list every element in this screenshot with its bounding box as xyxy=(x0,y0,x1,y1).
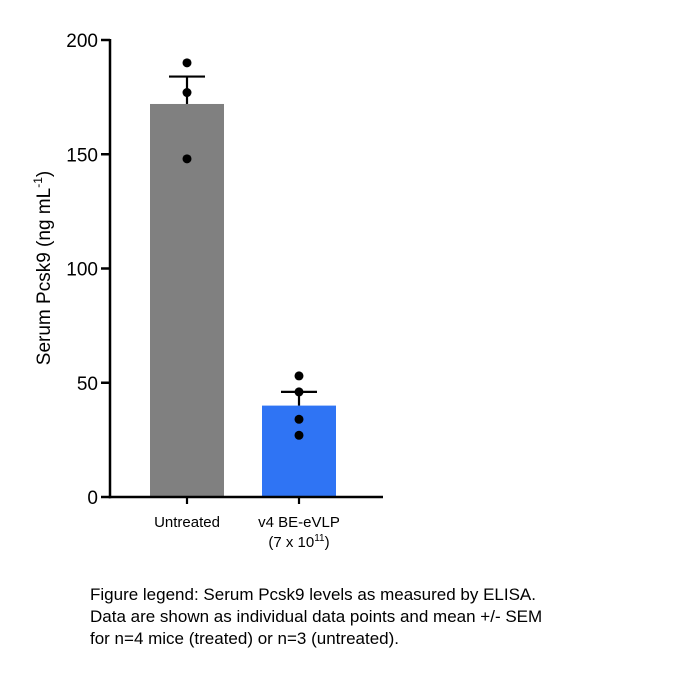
data-point-1-2 xyxy=(294,414,304,424)
data-point-0-1 xyxy=(182,88,192,98)
y-tick-label-50: 50 xyxy=(77,374,98,395)
x-tick-label-0-0: Untreated xyxy=(154,514,220,531)
y-ticks-layer: 0 50 100 150 200 xyxy=(66,31,110,509)
figure-legend: Figure legend: Serum Pcsk9 levels as mea… xyxy=(90,584,690,650)
figure-legend-line-3: for n=4 mice (treated) or n=3 (untreated… xyxy=(90,629,399,648)
x-tick-label-1-1: (7 x 1011) xyxy=(268,533,329,551)
data-point-0-0 xyxy=(182,58,192,68)
y-tick-label-150: 150 xyxy=(66,145,98,166)
data-point-1-0 xyxy=(294,371,304,381)
x-tick-label-close-1: ) xyxy=(325,534,330,551)
y-tick-label-100: 100 xyxy=(66,260,98,281)
data-point-1-1 xyxy=(294,387,304,397)
x-tick-label-1-0: v4 BE-eVLP xyxy=(258,514,340,531)
y-tick-label-200: 200 xyxy=(66,31,98,52)
data-points-layer xyxy=(182,58,304,440)
figure-legend-line-2: Data are shown as individual data points… xyxy=(90,607,543,626)
y-axis-title: Serum Pcsk9 (ng mL-1) xyxy=(31,171,55,365)
data-point-0-2 xyxy=(182,154,192,164)
y-tick-label-0: 0 xyxy=(87,488,98,509)
figure-legend-line-1: Figure legend: Serum Pcsk9 levels as mea… xyxy=(90,585,536,604)
axes-layer xyxy=(108,39,383,499)
x-tick-label-superscript-1: 11 xyxy=(314,533,325,544)
x-labels-layer: Untreated v4 BE-eVLP (7 x 1011) xyxy=(154,497,340,551)
y-axis-title-main: Serum Pcsk9 (ng mL xyxy=(34,188,55,365)
bar-chart: 0 50 100 150 200 Untreated v4 BE-eVLP (7 x 101… xyxy=(31,31,383,551)
bar-0 xyxy=(150,103,224,497)
y-axis-title-superscript: -1 xyxy=(31,177,45,188)
y-axis-title-close: ) xyxy=(34,171,55,177)
data-point-1-3 xyxy=(294,430,304,440)
bars-layer xyxy=(150,103,336,497)
